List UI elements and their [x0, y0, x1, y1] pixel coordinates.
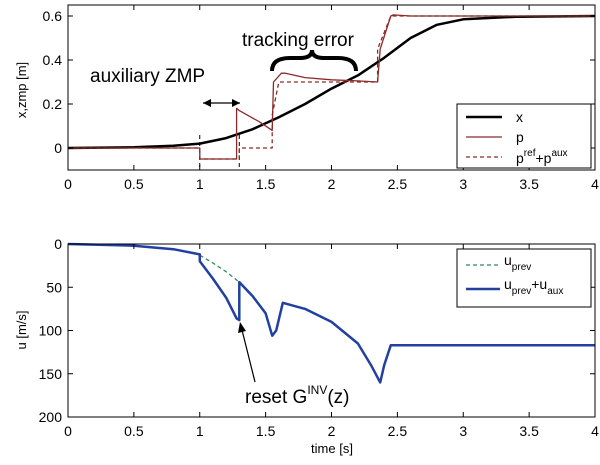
x-tick-label-bottom-3: 1.5 [256, 423, 276, 439]
x-tick-label-top-4: 2 [328, 176, 336, 192]
x-tick-label-bottom-5: 2.5 [388, 423, 408, 439]
reset-arrow-line [241, 329, 256, 383]
y-tick-label-bottom-1: 50 [46, 279, 62, 295]
series-line-x [67, 14, 596, 150]
x-tick-label-top-8: 4 [591, 176, 599, 192]
top-legend-box [456, 103, 592, 169]
series-line-uprev-uaux [67, 242, 595, 384]
bottom-y-axis-label: u [m/s] [14, 310, 29, 349]
y-tick-label-top-0: 0 [54, 140, 62, 156]
bottom-series-layer [67, 242, 595, 384]
legend-x-label: x [516, 109, 523, 125]
x-tick-label-top-2: 1 [196, 176, 204, 192]
y-tick-label-top-2: 0.4 [43, 52, 63, 68]
x-tick-label-top-6: 3 [459, 176, 467, 192]
legend-usum-label: uprev+uaux [504, 276, 563, 297]
top-series-layer [67, 14, 596, 170]
x-tick-label-bottom-0: 0 [64, 423, 72, 439]
top-chart-panel: 0 0.5 1 1.5 2 2.5 3 3.5 4 0 0.2 0.4 0.6 x,zmp [m] tr… [14, 4, 599, 192]
y-tick-label-bottom-0: 0 [54, 236, 62, 252]
top-y-axis-label: x,zmp [m] [14, 62, 29, 118]
x-tick-label-top-5: 2.5 [388, 176, 408, 192]
annotation-reset: reset GINV(z) [245, 383, 349, 408]
aux-arrow-head-left [203, 99, 211, 107]
y-tick-label-bottom-4: 200 [39, 409, 63, 425]
bottom-chart-panel: 0 0.5 1 1.5 2 2.5 3 3.5 4 0 50 100 150 200 u [m/s] ti… [14, 236, 599, 456]
top-ticks: 0 0.5 1 1.5 2 2.5 3 3.5 4 0 0.2 0.4 0.6 [43, 5, 599, 192]
series-line-uprev [199, 254, 240, 283]
x-tick-label-bottom-7: 3.5 [519, 423, 539, 439]
x-tick-label-bottom-1: 0.5 [124, 423, 144, 439]
x-tick-label-bottom-8: 4 [591, 423, 599, 439]
aux-arrow-head-right [232, 99, 240, 107]
y-tick-label-bottom-3: 150 [39, 366, 63, 382]
annotation-auxiliary-zmp: auxiliary ZMP [90, 66, 205, 87]
x-tick-label-top-3: 1.5 [256, 176, 276, 192]
bottom-ticks: 0 0.5 1 1.5 2 2.5 3 3.5 4 0 50 100 150 200 [39, 236, 599, 439]
y-tick-label-bottom-2: 100 [39, 323, 63, 339]
bottom-legend-box [456, 248, 592, 308]
reset-arrow-head [238, 322, 246, 333]
x-tick-label-top-1: 0.5 [124, 176, 144, 192]
top-legend: x p pref+paux [456, 103, 592, 169]
legend-uprev-label: uprev [504, 252, 531, 273]
bottom-x-axis-label: time [s] [311, 441, 353, 456]
legend-pref-label: pref+paux [516, 148, 568, 166]
y-tick-label-top-3: 0.6 [43, 8, 63, 24]
legend-p-label: p [516, 129, 524, 145]
series-line-pref-paux [68, 15, 595, 160]
x-tick-label-top-7: 3.5 [519, 176, 539, 192]
series-line-p [68, 14, 595, 160]
y-tick-label-top-1: 0.2 [43, 96, 63, 112]
x-tick-label-bottom-4: 2 [328, 423, 336, 439]
x-tick-label-bottom-6: 3 [459, 423, 467, 439]
x-tick-label-top-0: 0 [64, 176, 72, 192]
tracking-error-brace [270, 49, 358, 72]
bottom-legend: uprev uprev+uaux [456, 248, 592, 308]
annotation-tracking-error: tracking error [242, 30, 355, 51]
x-tick-label-bottom-2: 1 [196, 423, 204, 439]
